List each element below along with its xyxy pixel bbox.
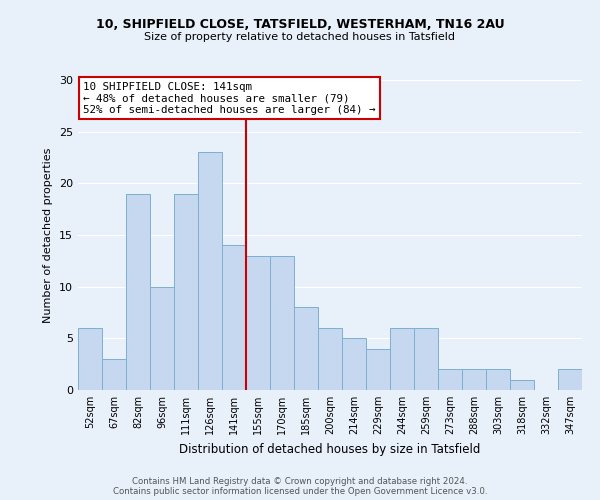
Bar [366, 348, 390, 390]
Bar [102, 359, 126, 390]
Y-axis label: Number of detached properties: Number of detached properties [43, 148, 53, 322]
Bar [270, 256, 294, 390]
Bar [78, 328, 102, 390]
Text: Contains public sector information licensed under the Open Government Licence v3: Contains public sector information licen… [113, 488, 487, 496]
Text: Contains HM Land Registry data © Crown copyright and database right 2024.: Contains HM Land Registry data © Crown c… [132, 478, 468, 486]
Bar [222, 246, 246, 390]
Bar [438, 370, 462, 390]
X-axis label: Distribution of detached houses by size in Tatsfield: Distribution of detached houses by size … [179, 442, 481, 456]
Bar [342, 338, 366, 390]
Bar [414, 328, 438, 390]
Bar [510, 380, 534, 390]
Bar [558, 370, 582, 390]
Text: 10 SHIPFIELD CLOSE: 141sqm
← 48% of detached houses are smaller (79)
52% of semi: 10 SHIPFIELD CLOSE: 141sqm ← 48% of deta… [83, 82, 376, 115]
Bar [486, 370, 510, 390]
Bar [390, 328, 414, 390]
Bar [150, 286, 174, 390]
Bar [126, 194, 150, 390]
Bar [462, 370, 486, 390]
Bar [246, 256, 270, 390]
Text: Size of property relative to detached houses in Tatsfield: Size of property relative to detached ho… [145, 32, 455, 42]
Bar [198, 152, 222, 390]
Bar [318, 328, 342, 390]
Bar [294, 308, 318, 390]
Text: 10, SHIPFIELD CLOSE, TATSFIELD, WESTERHAM, TN16 2AU: 10, SHIPFIELD CLOSE, TATSFIELD, WESTERHA… [95, 18, 505, 30]
Bar [174, 194, 198, 390]
